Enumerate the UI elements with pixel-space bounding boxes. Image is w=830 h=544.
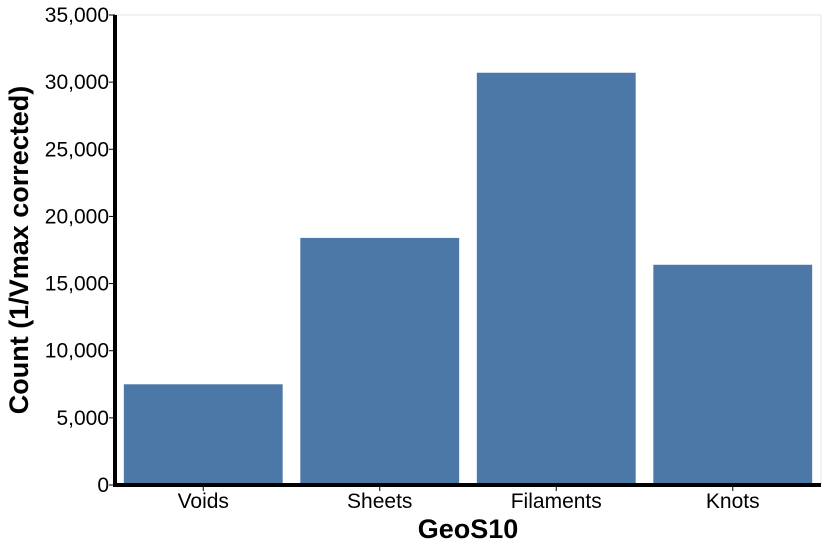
y-tick-label: 5,000 (56, 407, 109, 430)
y-tick-label: 15,000 (45, 273, 109, 296)
bar-sheets (300, 237, 460, 485)
y-axis-ticks: 0 5,000 10,000 15,000 20,000 25,000 30,000 35,0… (45, 4, 115, 497)
x-tick-label: Knots (706, 490, 760, 513)
y-tick-label: 0 (97, 474, 109, 497)
x-tick-label: Sheets (347, 490, 412, 513)
bar-voids (123, 384, 283, 485)
y-tick-label: 20,000 (45, 205, 109, 228)
y-tick-label: 35,000 (45, 4, 109, 27)
x-tick-label: Filaments (511, 490, 602, 513)
y-tick-label: 30,000 (45, 71, 109, 94)
y-axis-title: Count (1/Vmax corrected) (4, 86, 34, 415)
bars-group (123, 72, 813, 485)
x-tick-label: Voids (178, 490, 229, 513)
x-axis-title: GeoS10 (418, 514, 519, 544)
y-tick-label: 10,000 (45, 340, 109, 363)
bar-knots (653, 264, 813, 485)
y-tick-label: 25,000 (45, 138, 109, 161)
bar-filaments (476, 72, 636, 485)
x-axis-ticks: Voids Sheets Filaments Knots (178, 485, 760, 513)
